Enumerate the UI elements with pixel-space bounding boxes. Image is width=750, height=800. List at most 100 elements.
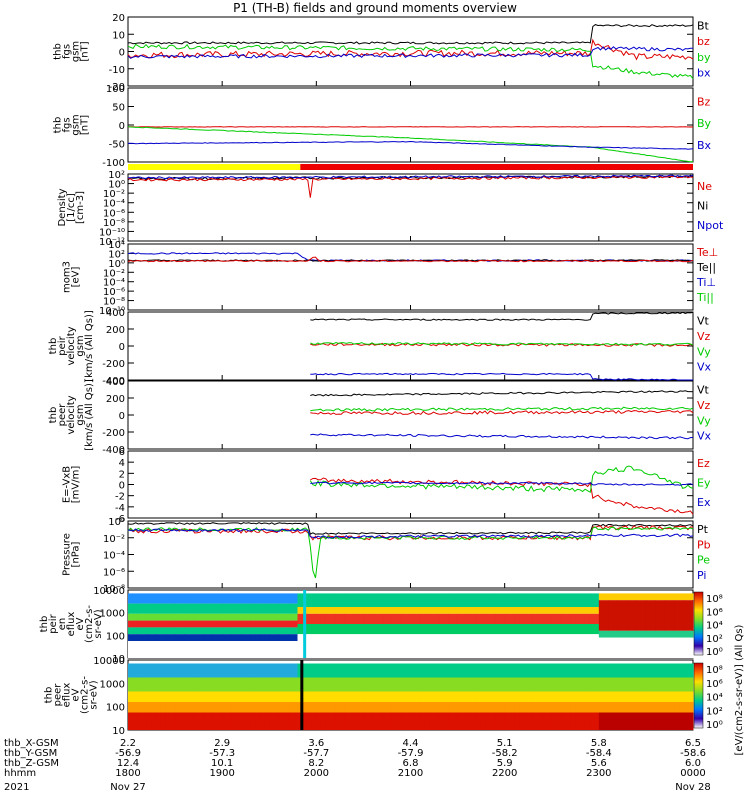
y-tick-label-p2: 0: [119, 121, 125, 132]
y-axis-label-p10: peer: [53, 683, 64, 707]
spectrogram-peir-cell: [645, 630, 656, 638]
spectrogram-peer-cell: [674, 677, 685, 692]
spectrogram-peir-cell: [259, 603, 270, 614]
legend-p2-By: By: [697, 117, 712, 130]
spectrogram-peir-cell: [683, 630, 694, 638]
spectrogram-peer-cell: [401, 677, 411, 692]
spectrogram-peir-cell: [372, 634, 383, 658]
spectrogram-peer-cell: [250, 663, 261, 678]
spectrogram-peir-cell: [655, 600, 666, 631]
spectrogram-peir-cell: [203, 613, 214, 621]
spectrogram-peir-cell: [297, 624, 308, 635]
spectrogram-peer-cell: [222, 702, 233, 713]
spectrogram-peir-cell: [212, 593, 223, 604]
spectrogram-peer-cell: [410, 677, 421, 692]
ephemeris-value-hhmm: 2300: [586, 768, 611, 779]
series-p1-bx: [127, 46, 694, 59]
spectrogram-peir-cell: [269, 603, 280, 614]
spectrogram-peer-cell: [551, 712, 562, 730]
spectrogram-peer-cell: [146, 691, 157, 702]
series-p5-Vy: [310, 341, 694, 346]
spectrogram-peir-cell: [419, 613, 430, 624]
spectrogram-peer-cell: [438, 712, 449, 730]
spectrogram-peer-cell: [146, 712, 157, 730]
colorbar-tick-label-0: 10⁰: [706, 647, 723, 658]
spectrogram-peir-cell: [325, 634, 336, 658]
spectrogram-peir-cell: [363, 634, 374, 658]
spectrogram-peir-cell: [457, 593, 468, 607]
spectrogram-peer-cell: [203, 663, 214, 678]
spectrogram-peer-cell: [523, 691, 534, 702]
spectrogram-peir-cell: [504, 634, 515, 658]
spectrogram-peer-cell: [514, 702, 524, 713]
legend-p1-Bt: Bt: [697, 20, 710, 33]
spectrogram-peir-cell: [429, 634, 440, 658]
ephemeris-value-hhmm: 2100: [398, 768, 423, 779]
spectrogram-peer-cell: [193, 712, 204, 730]
legend-p2-Bz: Bz: [697, 95, 711, 108]
spectrogram-peer-cell: [580, 677, 590, 692]
y-tick-label-p9: 1000: [100, 609, 125, 620]
spectrogram-peir-cell: [419, 634, 430, 658]
spectrogram-peir-cell: [438, 613, 449, 624]
spectrogram-peir-cell: [664, 600, 675, 631]
spectrogram-peer-cell: [589, 663, 600, 678]
spectrogram-peir-cell: [288, 620, 298, 628]
spectrogram-peir-cell: [354, 607, 364, 614]
spectrogram-peer-cell: [325, 663, 336, 678]
spectrogram-peer-cell: [457, 691, 468, 702]
spectrogram-peer-cell: [156, 702, 167, 713]
y-tick-label-p4: 10⁰: [108, 259, 125, 270]
spectrogram-peer-cell: [372, 691, 383, 702]
spectrogram-peer-cell: [372, 663, 383, 678]
spectrogram-peer-cell: [457, 712, 468, 730]
y-tick-label-p3: 10²: [108, 170, 125, 181]
spectrogram-peer-cell: [335, 663, 346, 678]
spectrogram-peer-cell: [636, 691, 647, 702]
spectrogram-peer-cell: [448, 691, 459, 702]
spectrogram-peer-cell: [561, 663, 572, 678]
panel-frame-p2: [127, 87, 694, 163]
spectrogram-peer-cell: [391, 702, 402, 713]
y-tick-label-p2: 50: [112, 103, 125, 114]
spectrogram-peer-cell: [306, 691, 317, 702]
spectrogram-peer-cell: [495, 663, 506, 678]
spectrogram-peer-cell: [231, 702, 242, 713]
spectrogram-peir-cell: [259, 634, 270, 641]
spectrogram-peer-cell: [259, 691, 270, 702]
spectrogram-peer-cell: [551, 702, 562, 713]
spectrogram-peer-cell: [269, 663, 280, 678]
spectrogram-peer-cell: [250, 712, 261, 730]
spectrogram-peir-cell: [306, 634, 317, 658]
spectrogram-peir-cell: [467, 593, 477, 607]
spectrogram-peer-cell: [410, 663, 421, 678]
spectrogram-peer-cell: [598, 691, 609, 702]
spectrogram-peir-cell: [476, 593, 487, 607]
spectrogram-peir-cell: [608, 600, 619, 631]
spectrogram-peir-cell: [438, 593, 449, 607]
spectrogram-peer-cell: [495, 691, 506, 702]
spectrogram-peer-cell: [401, 712, 411, 730]
legend-p5-Vz: Vz: [697, 330, 711, 343]
spectrogram-peir-cell: [278, 634, 289, 641]
spectrogram-peer-cell: [429, 677, 440, 692]
spectrogram-peir-cell: [137, 620, 148, 628]
spectrogram-peer-cell: [193, 691, 204, 702]
spectrogram-peer-cell: [128, 702, 138, 713]
spectrogram-peir-cell: [269, 627, 280, 635]
y-axis-label-p6: velocity: [66, 395, 77, 434]
spectrogram-peir-cell: [485, 607, 496, 614]
spectrogram-peir-cell: [598, 593, 609, 601]
y-tick-label-p7: -4: [115, 503, 125, 514]
spectrogram-peer-cell: [523, 663, 534, 678]
spectrogram-peir-cell: [203, 641, 214, 658]
spectrogram-peer-cell: [203, 702, 214, 713]
legend-p4-Te||: Te||: [696, 261, 716, 274]
colorbar-0: [693, 591, 704, 656]
spectrogram-peir-cell: [504, 607, 515, 614]
spectrogram-peir-cell: [542, 607, 553, 614]
spectrogram-peer-cell: [156, 691, 167, 702]
spectrogram-peir-cell: [532, 634, 543, 658]
y-tick-label-p3: 10⁻²: [103, 189, 125, 200]
spectrogram-peer-cell: [485, 663, 496, 678]
